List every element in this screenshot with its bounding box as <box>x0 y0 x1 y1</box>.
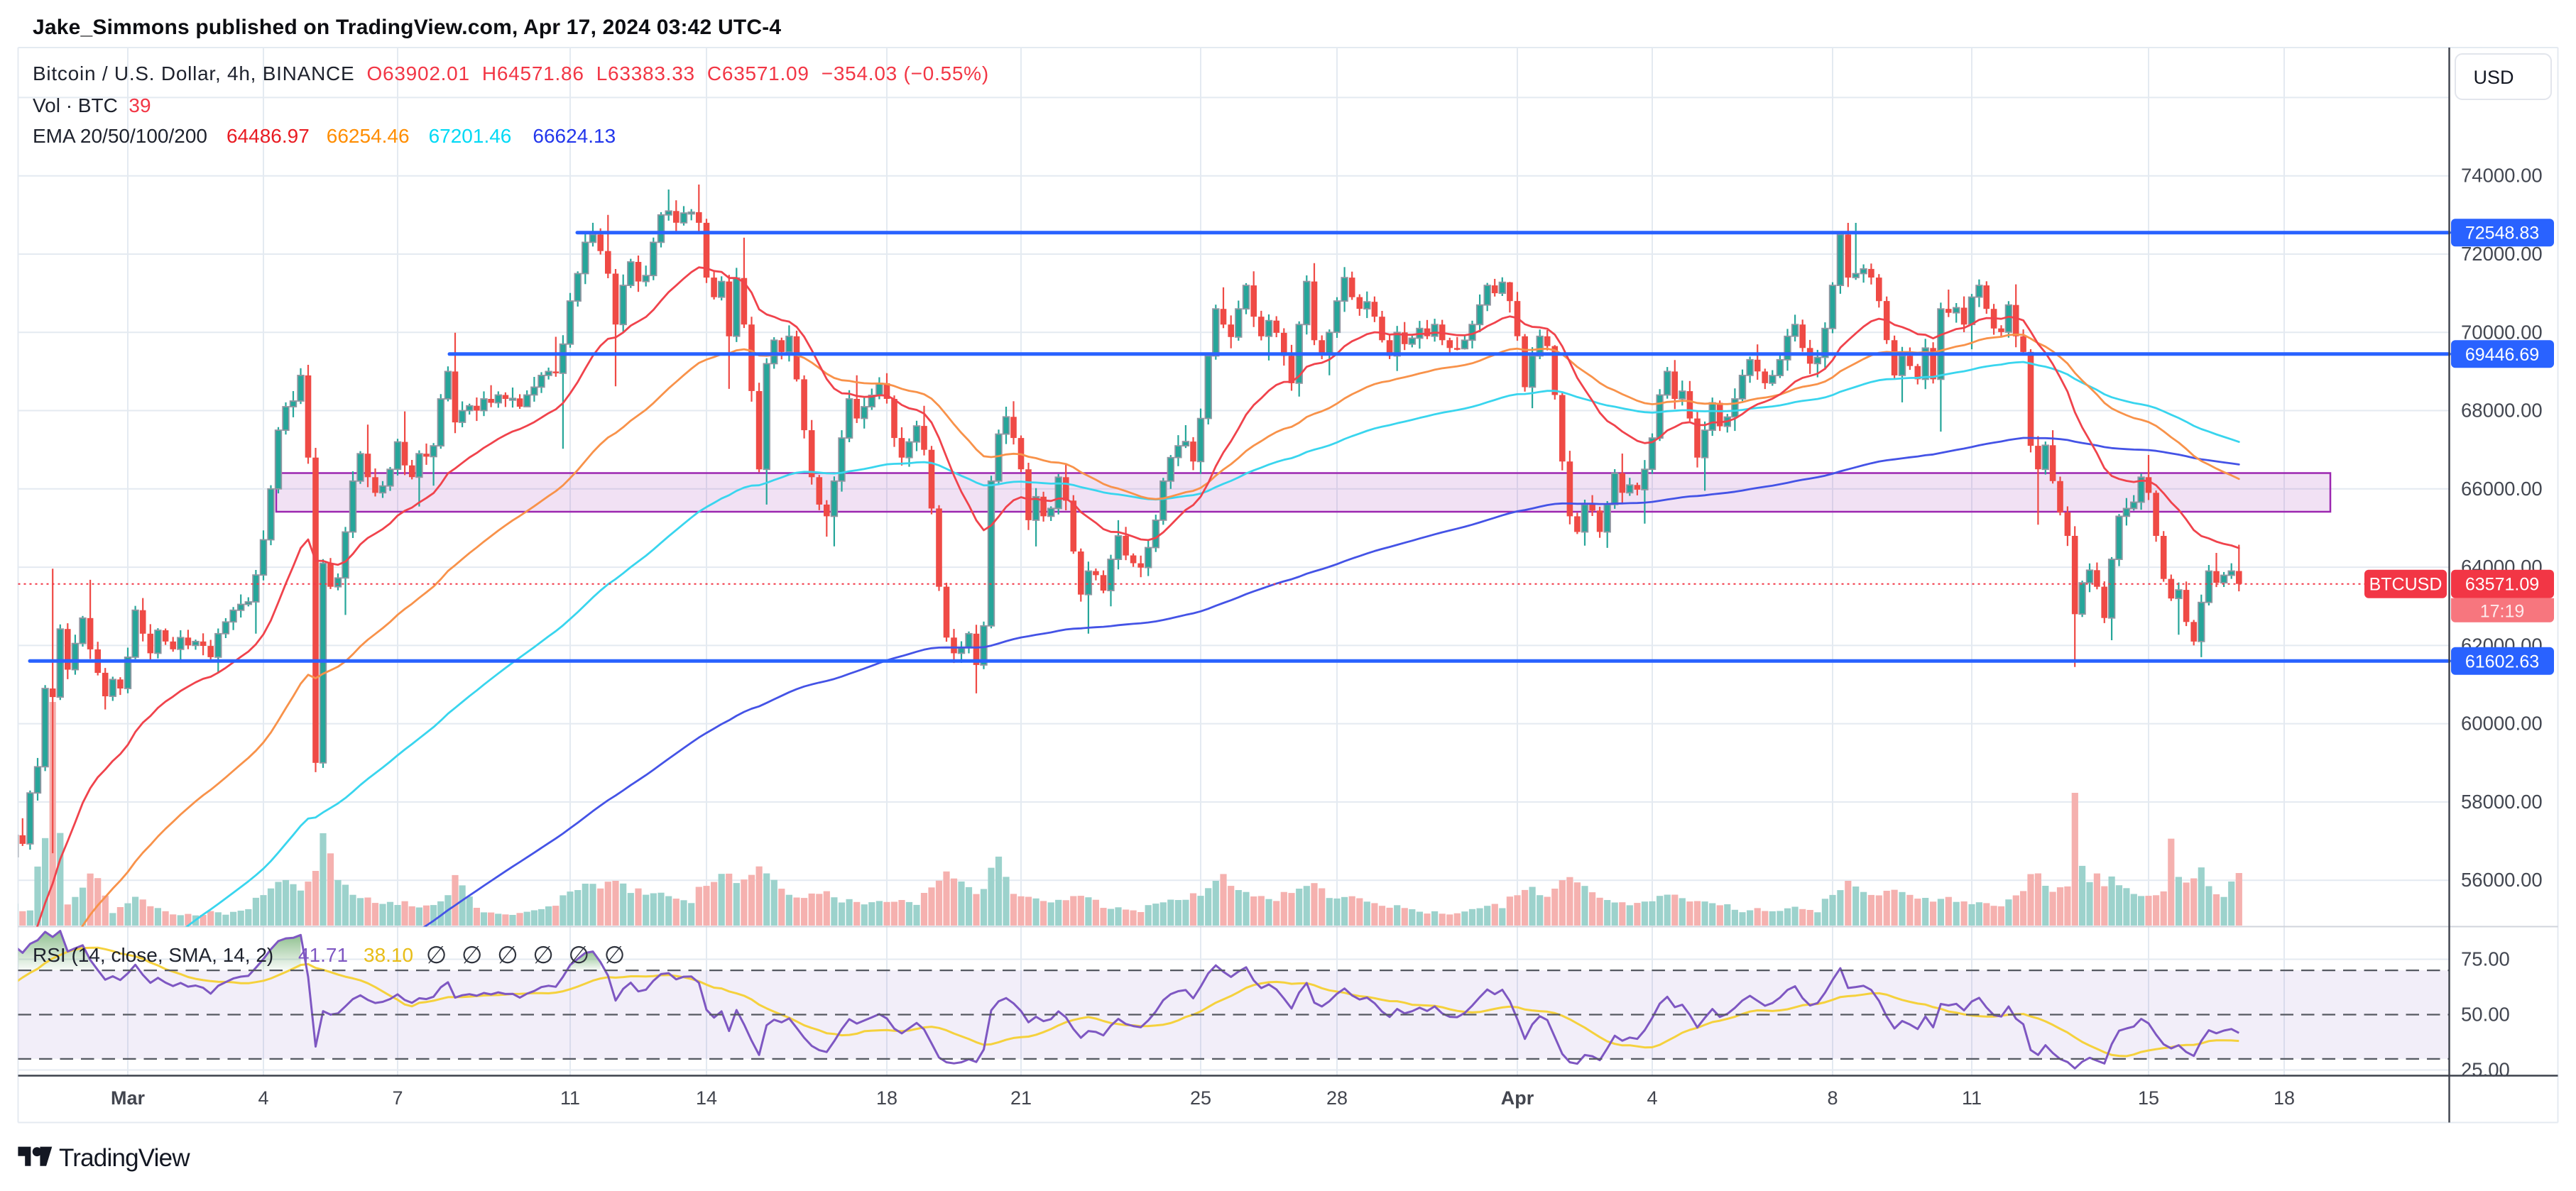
svg-text:63571.09: 63571.09 <box>2465 575 2539 595</box>
svg-text:60000.00: 60000.00 <box>2461 713 2543 735</box>
svg-text:4: 4 <box>1647 1087 1657 1109</box>
svg-text:18: 18 <box>2274 1087 2295 1109</box>
svg-text:∅: ∅ <box>426 942 447 969</box>
svg-text:7: 7 <box>392 1087 403 1109</box>
svg-text:∅: ∅ <box>462 942 483 969</box>
svg-text:18: 18 <box>876 1087 897 1109</box>
svg-text:14: 14 <box>696 1087 717 1109</box>
svg-text:56000.00: 56000.00 <box>2461 869 2543 891</box>
svg-text:8: 8 <box>1827 1087 1838 1109</box>
svg-text:69446.69: 69446.69 <box>2465 345 2539 365</box>
svg-text:Vol · BTC 39: Vol · BTC 39 <box>33 94 151 116</box>
svg-text:74000.00: 74000.00 <box>2461 165 2543 187</box>
svg-text:∅: ∅ <box>533 942 554 969</box>
svg-text:58000.00: 58000.00 <box>2461 791 2543 813</box>
svg-text:28: 28 <box>1326 1087 1348 1109</box>
svg-text:Mar: Mar <box>111 1087 146 1109</box>
svg-text:61602.63: 61602.63 <box>2465 652 2539 671</box>
svg-text:17:19: 17:19 <box>2480 602 2525 622</box>
svg-text:Jake_Simmons published on Trad: Jake_Simmons published on TradingView.co… <box>33 16 781 39</box>
svg-text:70000.00: 70000.00 <box>2461 321 2543 343</box>
svg-text:25: 25 <box>1190 1087 1211 1109</box>
svg-text:75.00: 75.00 <box>2461 948 2510 970</box>
svg-text:Bitcoin / U.S. Dollar, 4h, BIN: Bitcoin / U.S. Dollar, 4h, BINANCE O6390… <box>33 62 989 84</box>
svg-text:21: 21 <box>1010 1087 1032 1109</box>
svg-text:TradingView: TradingView <box>59 1144 190 1172</box>
svg-text:USD: USD <box>2473 67 2514 88</box>
svg-text:15: 15 <box>2138 1087 2159 1109</box>
svg-text:50.00: 50.00 <box>2461 1004 2510 1026</box>
svg-text:RSI (14, close, SMA, 14, 2): RSI (14, close, SMA, 14, 2) <box>33 944 273 966</box>
svg-text:4: 4 <box>258 1087 268 1109</box>
svg-text:38.10: 38.10 <box>364 944 413 966</box>
svg-text:68000.00: 68000.00 <box>2461 400 2543 422</box>
svg-text:66000.00: 66000.00 <box>2461 478 2543 500</box>
svg-text:11: 11 <box>560 1087 580 1109</box>
svg-text:∅: ∅ <box>497 942 518 969</box>
svg-text:BTCUSD: BTCUSD <box>2369 575 2443 595</box>
svg-text:∅: ∅ <box>604 942 626 969</box>
svg-text:41.71: 41.71 <box>298 944 348 966</box>
svg-text:72548.83: 72548.83 <box>2465 224 2539 243</box>
svg-text:Apr: Apr <box>1501 1087 1534 1109</box>
svg-text:25.00: 25.00 <box>2461 1059 2510 1081</box>
svg-text:11: 11 <box>1962 1087 1982 1109</box>
svg-text:∅: ∅ <box>568 942 589 969</box>
